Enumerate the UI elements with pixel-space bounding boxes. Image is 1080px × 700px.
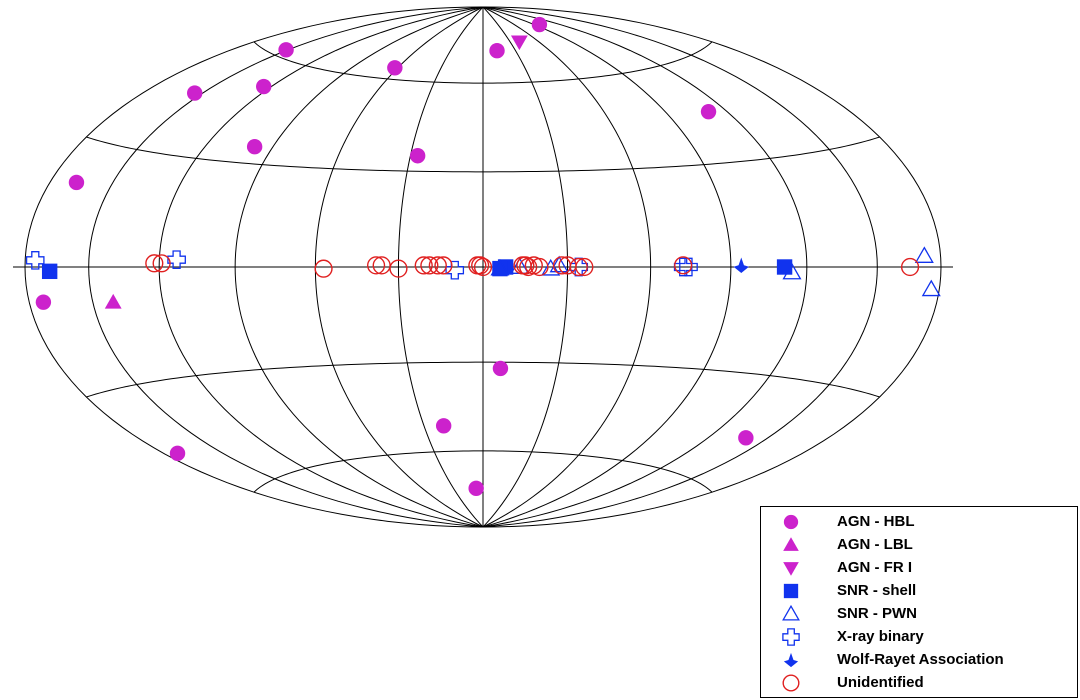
series-x-ray-binary bbox=[25, 250, 698, 280]
legend-marker-icon bbox=[783, 514, 799, 530]
data-point bbox=[389, 259, 408, 278]
data-point bbox=[35, 294, 52, 310]
legend-item: Wolf-Rayet Association bbox=[761, 649, 1077, 671]
data-point bbox=[733, 257, 749, 273]
legend-item: AGN - LBL bbox=[761, 534, 1077, 556]
legend-label: Unidentified bbox=[837, 674, 924, 691]
legend-marker-icon bbox=[783, 537, 799, 551]
data-point bbox=[489, 43, 505, 59]
data-point bbox=[314, 259, 333, 278]
legend-label: SNR - PWN bbox=[837, 605, 917, 622]
data-point bbox=[471, 256, 490, 275]
legend-item: Unidentified bbox=[761, 672, 1077, 694]
grid-parallel bbox=[86, 136, 880, 173]
data-point bbox=[445, 260, 465, 280]
legend-item: SNR - shell bbox=[761, 580, 1077, 602]
data-point bbox=[68, 174, 85, 191]
legend-marker-icon bbox=[782, 604, 800, 621]
data-point bbox=[492, 360, 509, 377]
data-point bbox=[531, 16, 548, 33]
data-point bbox=[420, 256, 439, 275]
series-snr-pwn bbox=[490, 246, 941, 297]
grid-parallel bbox=[253, 41, 713, 84]
legend-marker-shape bbox=[783, 652, 799, 668]
series-agn-fr-i bbox=[510, 35, 528, 51]
data-point bbox=[387, 60, 403, 76]
data-point bbox=[530, 257, 549, 277]
data-point bbox=[490, 258, 510, 276]
legend-marker-shape bbox=[782, 628, 800, 646]
data-point bbox=[246, 139, 263, 155]
data-point bbox=[169, 445, 186, 462]
legend-marker-icon bbox=[783, 562, 799, 576]
data-point bbox=[541, 258, 561, 276]
data-point bbox=[914, 246, 934, 263]
data-point bbox=[468, 480, 484, 497]
data-point bbox=[510, 35, 528, 51]
legend-label: AGN - HBL bbox=[837, 513, 915, 530]
legend-label: SNR - shell bbox=[837, 582, 917, 599]
legend-marker-icon bbox=[783, 583, 799, 599]
legend-marker-shape bbox=[783, 583, 799, 599]
series-agn-hbl bbox=[35, 16, 754, 497]
legend-marker-icon bbox=[783, 652, 799, 668]
data-point bbox=[104, 293, 122, 309]
data-point bbox=[492, 260, 508, 277]
data-point bbox=[575, 257, 594, 277]
legend-marker-shape bbox=[783, 514, 799, 530]
legend-label: Wolf-Rayet Association bbox=[837, 651, 1004, 668]
data-point bbox=[41, 263, 58, 280]
legend-marker-shape bbox=[783, 537, 799, 551]
legend-marker-shape bbox=[782, 604, 800, 621]
data-point bbox=[25, 251, 45, 270]
data-point bbox=[782, 262, 802, 280]
data-point bbox=[569, 257, 588, 277]
data-point bbox=[428, 256, 447, 275]
grid-lines bbox=[13, 6, 953, 528]
legend-item: AGN - HBL bbox=[761, 511, 1077, 533]
data-point bbox=[549, 255, 569, 273]
grid-parallel bbox=[86, 361, 880, 398]
data-point bbox=[187, 85, 203, 101]
data-point bbox=[435, 418, 452, 434]
data-point bbox=[900, 257, 920, 277]
data-point bbox=[738, 430, 754, 446]
legend-label: AGN - FR I bbox=[837, 559, 912, 576]
data-point bbox=[256, 78, 272, 95]
data-point bbox=[674, 256, 693, 275]
legend-item: AGN - FR I bbox=[761, 557, 1077, 579]
legend-item: SNR - PWN bbox=[761, 603, 1077, 625]
series-agn-lbl bbox=[104, 293, 122, 309]
legend-marker-icon bbox=[782, 674, 800, 692]
data-point bbox=[278, 42, 294, 58]
data-point bbox=[167, 250, 186, 270]
legend-marker-icon bbox=[782, 628, 800, 646]
data-point bbox=[700, 103, 717, 120]
data-point bbox=[473, 257, 493, 277]
data-point bbox=[152, 254, 171, 273]
data-point bbox=[409, 148, 426, 164]
legend-label: AGN - LBL bbox=[837, 536, 913, 553]
legend-marker-shape bbox=[782, 674, 800, 692]
data-point bbox=[367, 256, 386, 275]
data-point bbox=[145, 254, 164, 273]
legend-label: X-ray binary bbox=[837, 628, 924, 645]
legend: AGN - HBL AGN - LBL AGN - FR I SNR - shell S… bbox=[760, 506, 1078, 698]
data-point bbox=[434, 256, 453, 275]
data-point bbox=[516, 256, 535, 275]
grid-parallel bbox=[253, 450, 713, 493]
data-point bbox=[414, 256, 433, 275]
legend-marker-shape bbox=[783, 562, 799, 576]
data-point bbox=[921, 279, 941, 297]
legend-item: X-ray binary bbox=[761, 626, 1077, 648]
series-wolf-rayet-association bbox=[733, 257, 749, 273]
series-unidentified bbox=[145, 254, 920, 278]
